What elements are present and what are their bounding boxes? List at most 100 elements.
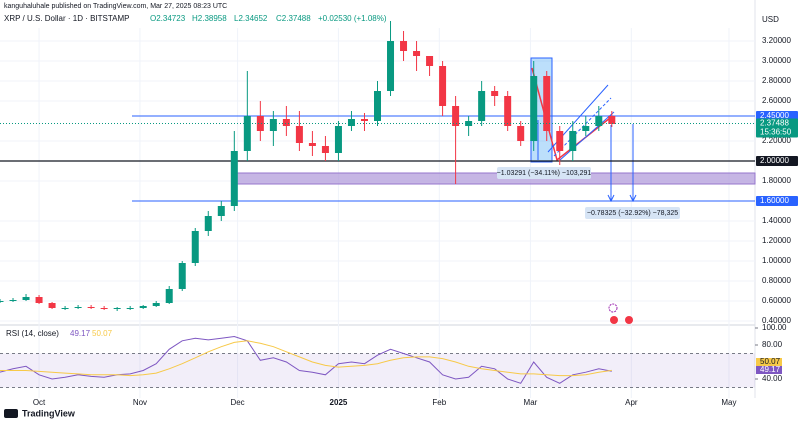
x-tick-label: May <box>721 398 736 407</box>
level-label: 1.60000 <box>760 196 789 205</box>
measure-label: −0.78325 (−32.92%) −78,325 <box>587 210 678 217</box>
publisher: kanguhaluhale published on TradingView.c… <box>4 3 227 10</box>
rsi-legend-value: 50.07 <box>92 329 113 338</box>
candle-body <box>217 206 225 216</box>
candle-body <box>9 300 17 301</box>
candle-body <box>282 119 290 126</box>
rsi-tag <box>756 358 782 366</box>
candle-body <box>74 307 82 308</box>
candle-body <box>321 146 329 153</box>
y-tick-label: 0.40000 <box>762 316 791 325</box>
candle-body <box>608 116 616 124</box>
candle-body <box>22 297 30 300</box>
measure-box <box>585 207 680 219</box>
candle-body <box>387 41 395 91</box>
candle-body <box>360 119 368 121</box>
candle-body <box>48 303 56 308</box>
candle-body <box>400 41 408 51</box>
y-tick-label: 2.20000 <box>762 136 791 145</box>
candle-body <box>439 66 447 106</box>
rsi-tick-label: 80.00 <box>762 340 783 349</box>
last-price-label: 2.37488 <box>760 119 789 128</box>
rsi-title: RSI (14, close) <box>6 329 59 338</box>
candle-body <box>61 308 69 309</box>
rsi-line <box>0 340 612 377</box>
candle-body <box>295 126 303 143</box>
x-tick-label: Dec <box>230 398 244 407</box>
candle-body <box>243 116 251 151</box>
event-icon <box>610 316 618 324</box>
channel-line <box>559 111 615 161</box>
event-icon <box>608 303 618 313</box>
candle-body <box>413 51 421 56</box>
candle-body <box>426 56 434 66</box>
candle-body <box>517 126 525 141</box>
y-tick-label: 3.00000 <box>762 56 791 65</box>
level-tag <box>756 111 798 121</box>
candle-body <box>165 289 173 303</box>
y-tick-label: 1.20000 <box>762 236 791 245</box>
x-tick-label: Apr <box>625 398 638 407</box>
ohlc-value: C2.37488 <box>276 14 311 23</box>
rsi-tick-label: 40.00 <box>762 374 783 383</box>
candle-body <box>269 119 277 131</box>
candle-body <box>452 106 460 126</box>
level-tag <box>756 196 798 206</box>
level-label: 2.00000 <box>760 156 789 165</box>
y-tick-label: 0.60000 <box>762 296 791 305</box>
y-tick-label: 2.60000 <box>762 96 791 105</box>
rsi-band <box>0 353 755 388</box>
rsi-tag-label: 49.17 <box>760 365 781 374</box>
countdown: 15:36:50 <box>760 128 792 137</box>
footer: TradingView <box>22 408 76 418</box>
candle-body <box>126 308 134 309</box>
candle-body <box>178 263 186 289</box>
candle-body <box>582 126 590 131</box>
candle-body <box>478 91 486 121</box>
x-tick-label: Feb <box>432 398 446 407</box>
candle-body <box>374 91 381 121</box>
candle-body <box>530 76 538 141</box>
level-tag <box>756 156 798 166</box>
candle-body <box>308 143 316 146</box>
y-tick-label: 3.20000 <box>762 36 791 45</box>
candle-body <box>334 126 342 153</box>
symbol: XRP / U.S. Dollar · 1D · BITSTAMP <box>4 14 130 23</box>
x-tick-label: Oct <box>33 398 46 407</box>
candle-body <box>100 308 108 309</box>
axis-label: USD <box>762 15 779 24</box>
rsi-tag-label: 50.07 <box>760 357 781 366</box>
rsi-tick-label: 100.00 <box>762 323 787 332</box>
ohlc-value: O2.34723 <box>150 14 186 23</box>
y-tick-label: 1.40000 <box>762 216 791 225</box>
measure-box <box>497 167 591 179</box>
candle-body <box>543 76 551 131</box>
event-icon <box>625 316 633 324</box>
candle-body <box>0 301 4 302</box>
x-tick-label: Mar <box>524 398 538 407</box>
candle-body <box>191 231 199 263</box>
candle-body <box>504 96 512 126</box>
rsi-legend-value: 49.17 <box>70 329 91 338</box>
ohlc-value: L2.34652 <box>234 14 268 23</box>
candle-body <box>556 131 564 151</box>
x-tick-label: Nov <box>133 398 147 407</box>
y-tick-label: 2.80000 <box>762 76 791 85</box>
y-tick-label: 1.80000 <box>762 176 791 185</box>
candle-body <box>595 116 603 126</box>
candle-body <box>204 216 212 231</box>
candle-body <box>35 297 43 303</box>
measure-label: −1.03291 (−34.11%) −103,291 <box>497 170 592 177</box>
candle-body <box>113 308 121 309</box>
candle-body <box>230 151 238 206</box>
last-price-tag <box>756 118 798 138</box>
logo <box>4 409 18 418</box>
y-tick-label: 1.00000 <box>762 256 791 265</box>
rsi-tag <box>756 366 782 374</box>
level-label: 2.45000 <box>760 111 789 120</box>
candle-body <box>152 303 160 306</box>
rsi-line <box>0 335 612 384</box>
candle-body <box>256 116 264 131</box>
x-tick-label: 2025 <box>330 398 348 407</box>
